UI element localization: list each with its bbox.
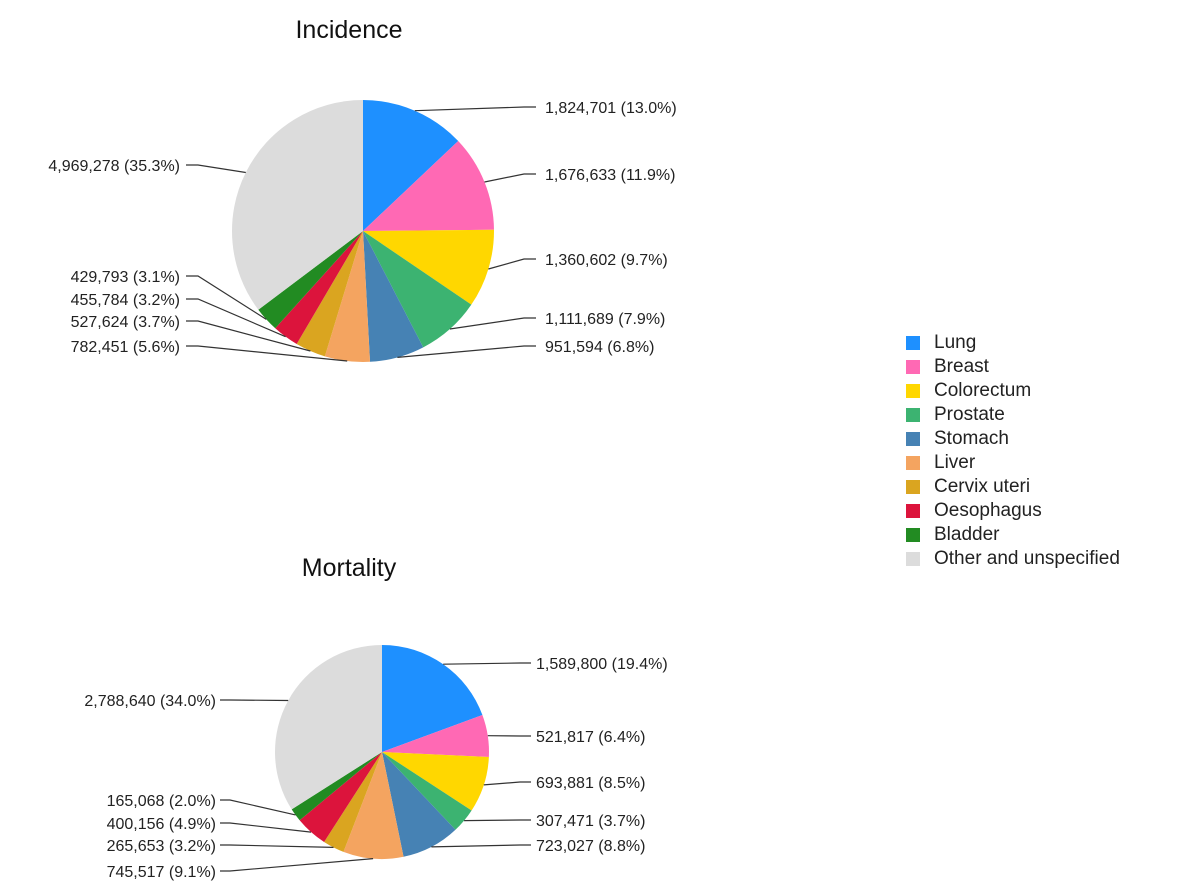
legend-item: Prostate	[906, 403, 1120, 427]
legend-label: Stomach	[934, 428, 1009, 449]
leader-line	[414, 106, 536, 112]
pie-slice-colorectum	[382, 752, 489, 811]
legend-label: Bladder	[934, 524, 1000, 545]
leader-line	[186, 275, 267, 320]
data-label: 165,068 (2.0%)	[107, 793, 216, 810]
legend-item: Lung	[906, 331, 1120, 355]
data-label: 1,360,602 (9.7%)	[545, 252, 668, 269]
pie-slice-prostate	[363, 231, 472, 348]
legend-swatch	[906, 504, 920, 518]
legend-swatch	[906, 408, 920, 422]
legend-label: Cervix uteri	[934, 476, 1031, 497]
leader-line	[220, 699, 289, 702]
data-label: 455,784 (3.2%)	[71, 292, 180, 309]
pie-slice-oesophagus	[275, 231, 363, 344]
leader-line	[431, 844, 531, 848]
leader-line	[220, 844, 334, 848]
data-label: 400,156 (4.9%)	[107, 816, 216, 833]
legend-swatch	[906, 336, 920, 350]
legend-swatch	[906, 456, 920, 470]
incidence-data-labels: 1,824,701 (13.0%) 1,676,633 (11.9%) 1,360,…	[48, 100, 677, 362]
legend-item: Oesophagus	[906, 499, 1120, 523]
legend: Lung Breast Colorectum Prostate Stomach Liver…	[906, 331, 1120, 571]
legend-label: Lung	[934, 332, 977, 353]
legend-label: Colorectum	[934, 380, 1032, 401]
legend-item: Colorectum	[906, 379, 1120, 403]
legend-item: Breast	[906, 355, 1120, 379]
data-label: 745,517 (9.1%)	[107, 864, 216, 881]
leader-line	[186, 298, 286, 338]
legend-label: Other and unspecified	[934, 548, 1120, 569]
leader-line	[186, 164, 246, 174]
pie-slice-stomach	[363, 231, 424, 362]
leader-line	[443, 662, 531, 665]
data-label: 951,594 (6.8%)	[545, 339, 654, 356]
data-label: 265,653 (3.2%)	[107, 838, 216, 855]
pie-slice-oesophagus	[299, 752, 382, 842]
leader-line	[464, 819, 531, 822]
data-label: 1,824,701 (13.0%)	[545, 100, 677, 117]
legend-item: Bladder	[906, 523, 1120, 547]
legend-label: Oesophagus	[934, 500, 1042, 521]
leader-line	[186, 320, 311, 352]
data-label: 693,881 (8.5%)	[536, 775, 645, 792]
legend-swatch	[906, 432, 920, 446]
data-label: 782,451 (5.6%)	[71, 339, 180, 356]
data-label: 527,624 (3.7%)	[71, 314, 180, 331]
pie-slice-bladder	[258, 231, 363, 329]
pie-slice-stomach	[382, 752, 456, 857]
pie-slice-lung	[382, 645, 483, 752]
data-label: 429,793 (3.1%)	[71, 269, 180, 286]
legend-swatch	[906, 528, 920, 542]
mortality-chart-title: Mortality	[302, 554, 397, 582]
incidence-pie	[232, 100, 494, 362]
data-label: 1,589,800 (19.4%)	[536, 656, 668, 673]
legend-swatch	[906, 480, 920, 494]
data-label: 723,027 (8.8%)	[536, 838, 645, 855]
leader-line	[397, 345, 536, 358]
legend-label: Prostate	[934, 404, 1005, 425]
pie-slice-prostate	[382, 752, 472, 830]
incidence-chart-title: Incidence	[295, 16, 402, 44]
legend-item: Stomach	[906, 427, 1120, 451]
mortality-pie	[275, 645, 489, 860]
data-label: 4,969,278 (35.3%)	[48, 158, 180, 175]
leader-line	[483, 781, 531, 786]
data-label: 1,111,689 (7.9%)	[545, 311, 665, 328]
leader-line	[484, 173, 536, 183]
legend-item: Other and unspecified	[906, 547, 1120, 571]
pie-slice-bladder	[291, 752, 382, 821]
data-label: 2,788,640 (34.0%)	[84, 693, 216, 710]
data-label: 1,676,633 (11.9%)	[545, 167, 675, 184]
legend-swatch	[906, 384, 920, 398]
pie-slice-liver	[343, 752, 404, 860]
leader-line	[488, 258, 536, 270]
leader-line	[220, 822, 312, 833]
pie-slice-breast	[363, 141, 494, 231]
pie-slice-cervix-uteri	[324, 752, 382, 852]
pie-slice-other-and-unspecified	[275, 645, 382, 810]
legend-item: Cervix uteri	[906, 475, 1120, 499]
pie-slice-lung	[363, 100, 459, 231]
legend-swatch	[906, 360, 920, 374]
leader-line	[220, 858, 374, 872]
pie-slice-cervix-uteri	[296, 231, 363, 357]
legend-item: Liver	[906, 451, 1120, 475]
data-label: 521,817 (6.4%)	[536, 729, 645, 746]
leader-line	[449, 317, 536, 330]
data-label: 307,471 (3.7%)	[536, 813, 645, 830]
leader-line	[186, 345, 348, 362]
pie-slice-liver	[324, 231, 370, 362]
legend-swatch	[906, 552, 920, 566]
mortality-data-labels: 1,589,800 (19.4%) 521,817 (6.4%) 693,881 (…	[84, 656, 667, 881]
pie-slice-colorectum	[363, 229, 494, 305]
pie-slice-other-and-unspecified	[232, 100, 363, 310]
legend-label: Liver	[934, 452, 976, 473]
leader-line	[220, 799, 296, 816]
pie-slice-breast	[382, 715, 489, 758]
legend-label: Breast	[934, 356, 989, 377]
